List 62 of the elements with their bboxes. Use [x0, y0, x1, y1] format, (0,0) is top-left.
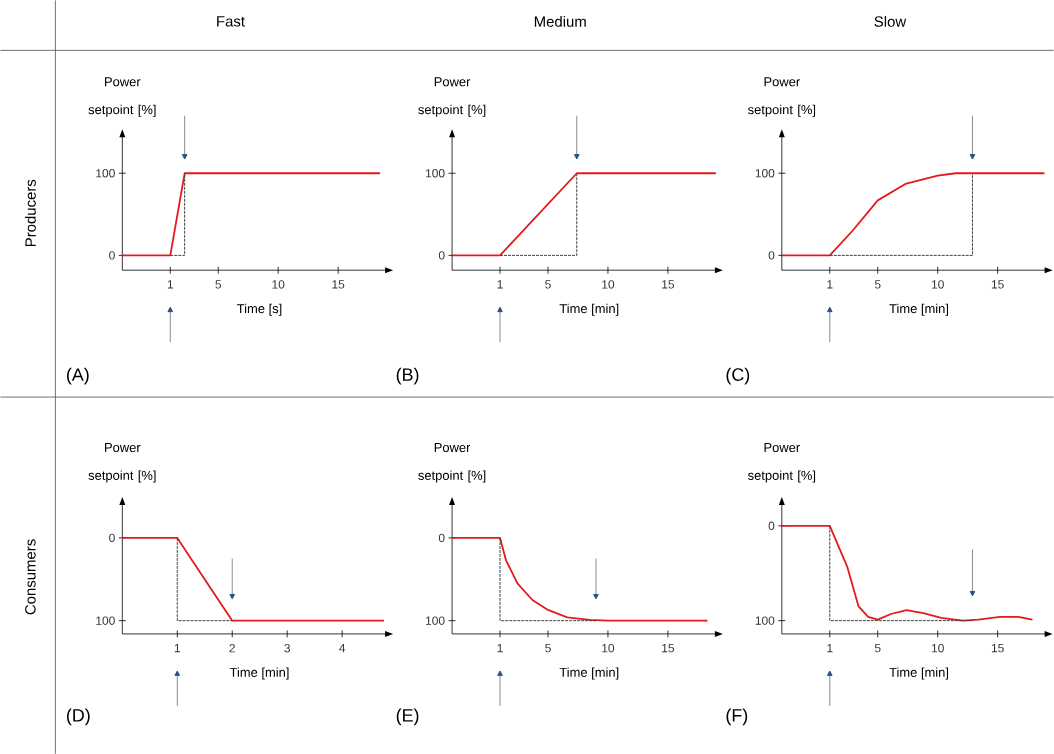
x-tick-label: 5 — [215, 280, 222, 289]
text: Consumers — [25, 539, 36, 615]
x-axis-title: Time [min] — [559, 667, 619, 680]
x-tick-label: 10 — [931, 280, 944, 289]
y-tick-label: 100 — [755, 616, 775, 625]
x-tick-label: 5 — [874, 643, 881, 653]
x-tick-label: 10 — [602, 280, 615, 289]
line-series — [780, 172, 1046, 257]
y-tick-label: 100 — [96, 168, 115, 178]
y-tick-label: 100 — [426, 616, 445, 625]
y-tick-label: 0 — [768, 251, 775, 260]
x-tick-label: 15 — [662, 643, 675, 653]
x-tick-label: 1 — [827, 280, 833, 289]
x-tick-label: 5 — [874, 280, 881, 289]
y-tick-label: 100 — [755, 168, 775, 178]
x-axis-title: Time [min] — [229, 667, 289, 680]
x-tick-label: 1 — [827, 643, 833, 653]
x-tick-label: 10 — [272, 280, 285, 289]
x-axis-title: Time [s] — [237, 303, 282, 316]
text: (F) — [726, 708, 748, 726]
x-tick-label: 15 — [991, 280, 1004, 289]
text: (A) — [66, 367, 89, 385]
text: Power setpoint [%] — [88, 77, 156, 117]
text: Power setpoint [%] — [748, 77, 816, 117]
text: Power setpoint [%] — [418, 442, 486, 483]
x-tick-label: 15 — [662, 280, 675, 289]
x-tick-label: 2 — [229, 643, 235, 653]
y-tick-label: 0 — [109, 533, 115, 543]
text: (B) — [396, 367, 419, 385]
y-tick-label: 0 — [109, 251, 115, 260]
chart-title: Fast — [217, 16, 245, 27]
text: Power setpoint [%] — [748, 442, 816, 483]
x-tick-label: 1 — [497, 280, 503, 289]
y-tick-label: 100 — [96, 616, 115, 625]
chart-title: Medium — [534, 15, 586, 27]
text: (C) — [726, 367, 750, 385]
x-tick-label: 4 — [339, 643, 346, 653]
text: Power setpoint [%] — [418, 77, 486, 117]
y-tick-label: 0 — [768, 521, 775, 530]
x-tick-label: 15 — [991, 643, 1004, 653]
x-tick-label: 1 — [174, 643, 181, 653]
text: Power setpoint [%] — [88, 442, 156, 483]
x-tick-label: 5 — [545, 280, 551, 289]
x-tick-label: 1 — [167, 280, 174, 289]
text: (E) — [396, 708, 419, 726]
line-series — [780, 524, 1034, 622]
x-tick-label: 1 — [497, 643, 503, 653]
y-tick-label: 0 — [438, 533, 445, 543]
x-axis-title: Time [min] — [559, 303, 619, 316]
x-tick-label: 15 — [332, 280, 345, 289]
y-tick-label: 100 — [426, 168, 445, 178]
x-tick-label: 5 — [545, 643, 551, 653]
chart-title: Slow — [874, 15, 907, 27]
y-tick-label: 0 — [438, 251, 445, 260]
x-axis-title: Time [min] — [889, 303, 949, 316]
x-tick-label: 3 — [284, 643, 290, 653]
x-axis-title: Time [min] — [889, 667, 949, 680]
line-series — [451, 536, 709, 622]
x-tick-label: 10 — [931, 643, 944, 653]
text: (D) — [66, 708, 90, 726]
x-tick-label: 10 — [602, 643, 615, 653]
text: Producers — [24, 179, 36, 246]
